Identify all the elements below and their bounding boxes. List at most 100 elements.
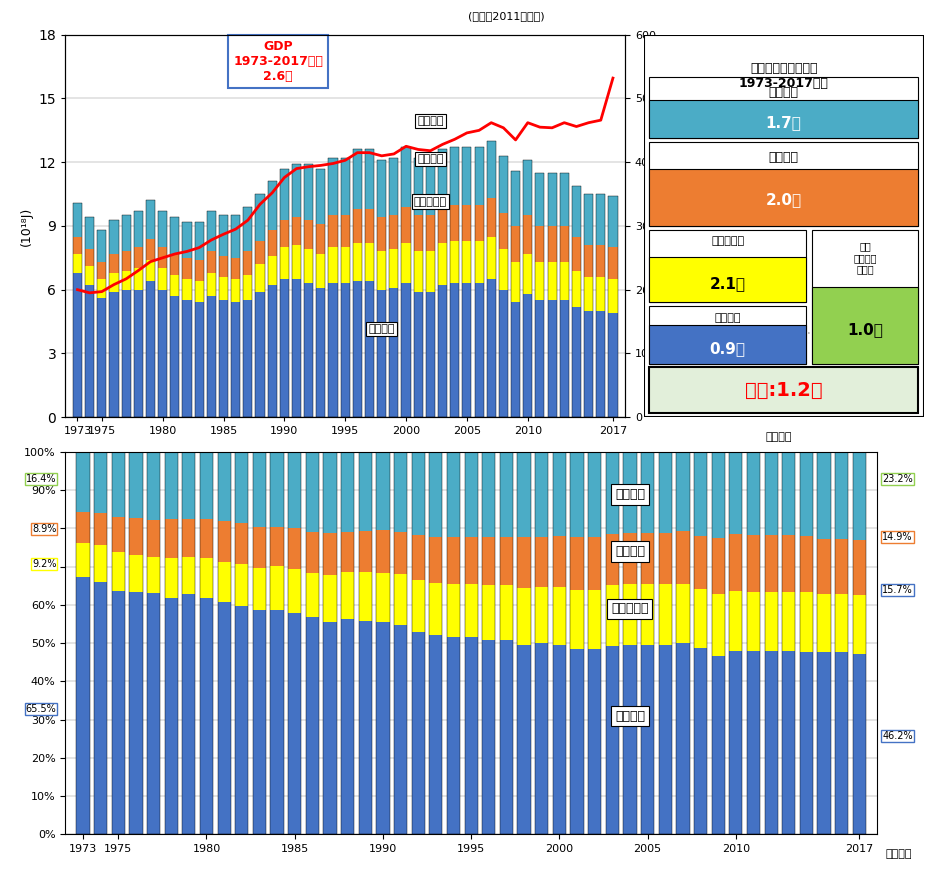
Bar [782,452,796,834]
Bar [217,521,230,561]
Text: 産業部門: 産業部門 [369,324,395,335]
FancyBboxPatch shape [649,256,806,302]
Bar [77,513,90,543]
Bar [518,587,531,645]
Text: （年度）: （年度） [885,849,912,859]
Bar [500,537,513,586]
Bar [207,296,216,417]
Bar [235,606,248,834]
Bar [411,580,425,632]
Bar [463,148,471,205]
Bar [183,222,191,258]
Bar [523,160,533,417]
Bar [475,283,483,417]
Bar [572,236,581,270]
Bar [588,590,601,649]
Bar [552,452,566,834]
Bar [560,226,569,262]
FancyBboxPatch shape [649,306,806,363]
Bar [451,148,459,205]
Bar [219,255,228,277]
Bar [411,452,425,834]
Bar [268,285,277,417]
Bar [523,254,533,294]
Text: 14.9%: 14.9% [883,532,912,542]
Bar [425,251,435,292]
Bar [584,245,593,277]
Bar [97,298,106,417]
Bar [413,292,423,417]
Bar [694,647,707,834]
FancyBboxPatch shape [649,325,806,363]
Bar [244,275,253,301]
Bar [195,282,203,302]
Bar [425,158,435,216]
Bar [747,592,760,652]
Bar [712,538,725,594]
Bar [306,533,319,573]
Bar [200,452,213,519]
Text: 9.2%: 9.2% [32,559,57,568]
Bar [764,592,778,652]
Bar [389,216,398,249]
Bar [183,279,191,301]
Bar [365,282,374,417]
Bar [676,452,689,531]
Bar [341,158,350,216]
Text: 16.4%: 16.4% [26,474,57,485]
Bar [73,202,82,236]
Bar [73,273,82,417]
Bar [552,536,566,587]
Text: 8.9%: 8.9% [32,524,57,534]
Bar [394,452,407,532]
Bar [324,452,337,834]
Bar [394,574,407,626]
Bar [358,531,372,573]
Bar [292,217,301,245]
Bar [353,149,362,209]
Bar [200,558,213,598]
Bar [475,241,483,283]
Bar [133,247,143,269]
Bar [560,173,569,226]
Text: 65.5%: 65.5% [26,704,57,714]
Bar [306,617,319,834]
Bar [207,251,216,273]
Bar [413,216,423,251]
Bar [130,554,143,592]
FancyBboxPatch shape [649,169,918,226]
Bar [500,640,513,834]
Bar [584,277,593,311]
Bar [146,452,160,834]
Bar [94,452,107,513]
Bar [288,613,301,834]
Bar [109,220,118,417]
Bar [85,217,94,417]
Bar [584,194,593,245]
Bar [376,530,390,573]
Bar [465,637,478,834]
Bar [606,452,619,834]
Bar [712,452,725,538]
Bar [268,182,277,417]
Bar [438,149,447,207]
Bar [256,241,265,264]
Bar [482,586,495,640]
Bar [482,452,495,834]
Bar [146,260,155,282]
Bar [518,452,531,537]
Bar [306,452,319,834]
Bar [463,205,471,241]
Bar [475,205,483,241]
Bar [146,593,160,834]
Bar [146,452,160,521]
Text: 業務他部門: 業務他部門 [414,196,447,207]
Bar [712,656,725,834]
Bar [121,270,131,289]
Bar [548,173,557,226]
Bar [570,452,584,834]
Bar [425,158,435,417]
Bar [77,577,90,834]
Bar [482,640,495,834]
Bar [200,452,213,834]
